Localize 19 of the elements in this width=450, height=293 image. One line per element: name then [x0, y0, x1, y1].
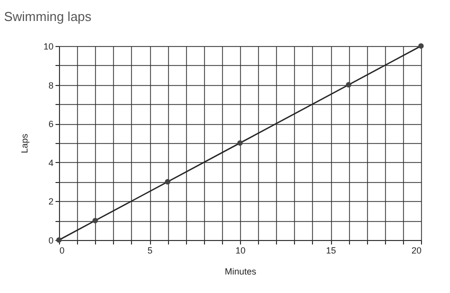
x-tick-label: 5 [147, 246, 153, 256]
y-tick-label: 6 [48, 119, 54, 130]
point [164, 179, 170, 185]
point [346, 82, 352, 88]
point [418, 43, 424, 49]
x-tick-label: 15 [326, 246, 336, 256]
y-tick-label: 4 [48, 158, 54, 168]
x-tick-label: 20 [411, 246, 422, 256]
y-tick-label: 2 [48, 196, 54, 207]
y-tick-label: 10 [43, 42, 54, 52]
y-tick-label: 8 [48, 80, 54, 90]
point [92, 218, 98, 224]
point [237, 140, 243, 146]
y-tick-label: 0 [48, 236, 54, 246]
chart-title: Swimming laps [4, 9, 92, 24]
x-tick-label: 0 [60, 246, 65, 256]
x-tick-label: 10 [235, 246, 246, 256]
x-axis-title: Minutes [224, 266, 257, 276]
y-axis-title: Laps [19, 133, 30, 154]
